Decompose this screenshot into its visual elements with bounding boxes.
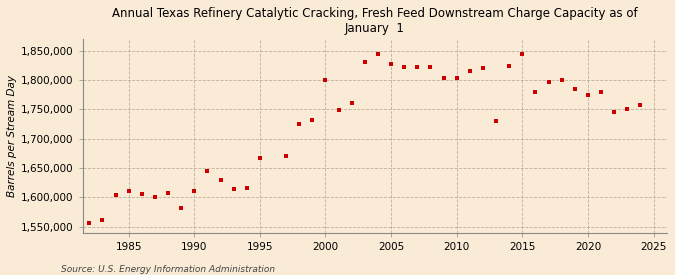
Point	[254, 156, 265, 160]
Point	[595, 89, 606, 94]
Point	[281, 154, 292, 158]
Point	[215, 178, 226, 182]
Point	[333, 108, 344, 113]
Point	[202, 169, 213, 173]
Point	[412, 65, 423, 69]
Point	[385, 62, 396, 66]
Point	[150, 194, 161, 199]
Point	[438, 76, 449, 80]
Point	[136, 192, 147, 197]
Point	[84, 220, 95, 225]
Point	[346, 101, 357, 106]
Point	[622, 107, 632, 111]
Point	[163, 190, 173, 195]
Point	[464, 69, 475, 73]
Y-axis label: Barrels per Stream Day: Barrels per Stream Day	[7, 75, 17, 197]
Point	[242, 186, 252, 190]
Point	[583, 92, 593, 97]
Point	[517, 52, 528, 56]
Point	[491, 119, 502, 123]
Point	[452, 76, 462, 80]
Point	[477, 66, 488, 70]
Point	[543, 79, 554, 84]
Point	[399, 65, 410, 69]
Point	[294, 122, 304, 126]
Point	[320, 78, 331, 82]
Title: Annual Texas Refinery Catalytic Cracking, Fresh Feed Downstream Charge Capacity : Annual Texas Refinery Catalytic Cracking…	[112, 7, 637, 35]
Point	[110, 193, 121, 197]
Point	[228, 187, 239, 191]
Point	[504, 64, 514, 68]
Point	[570, 87, 580, 91]
Point	[530, 89, 541, 94]
Point	[176, 206, 186, 210]
Point	[425, 65, 436, 69]
Text: Source: U.S. Energy Information Administration: Source: U.S. Energy Information Administ…	[61, 265, 275, 274]
Point	[124, 189, 134, 193]
Point	[307, 118, 318, 123]
Point	[97, 218, 108, 222]
Point	[373, 51, 383, 56]
Point	[189, 189, 200, 193]
Point	[609, 110, 620, 114]
Point	[360, 60, 371, 65]
Point	[556, 78, 567, 82]
Point	[635, 103, 646, 108]
